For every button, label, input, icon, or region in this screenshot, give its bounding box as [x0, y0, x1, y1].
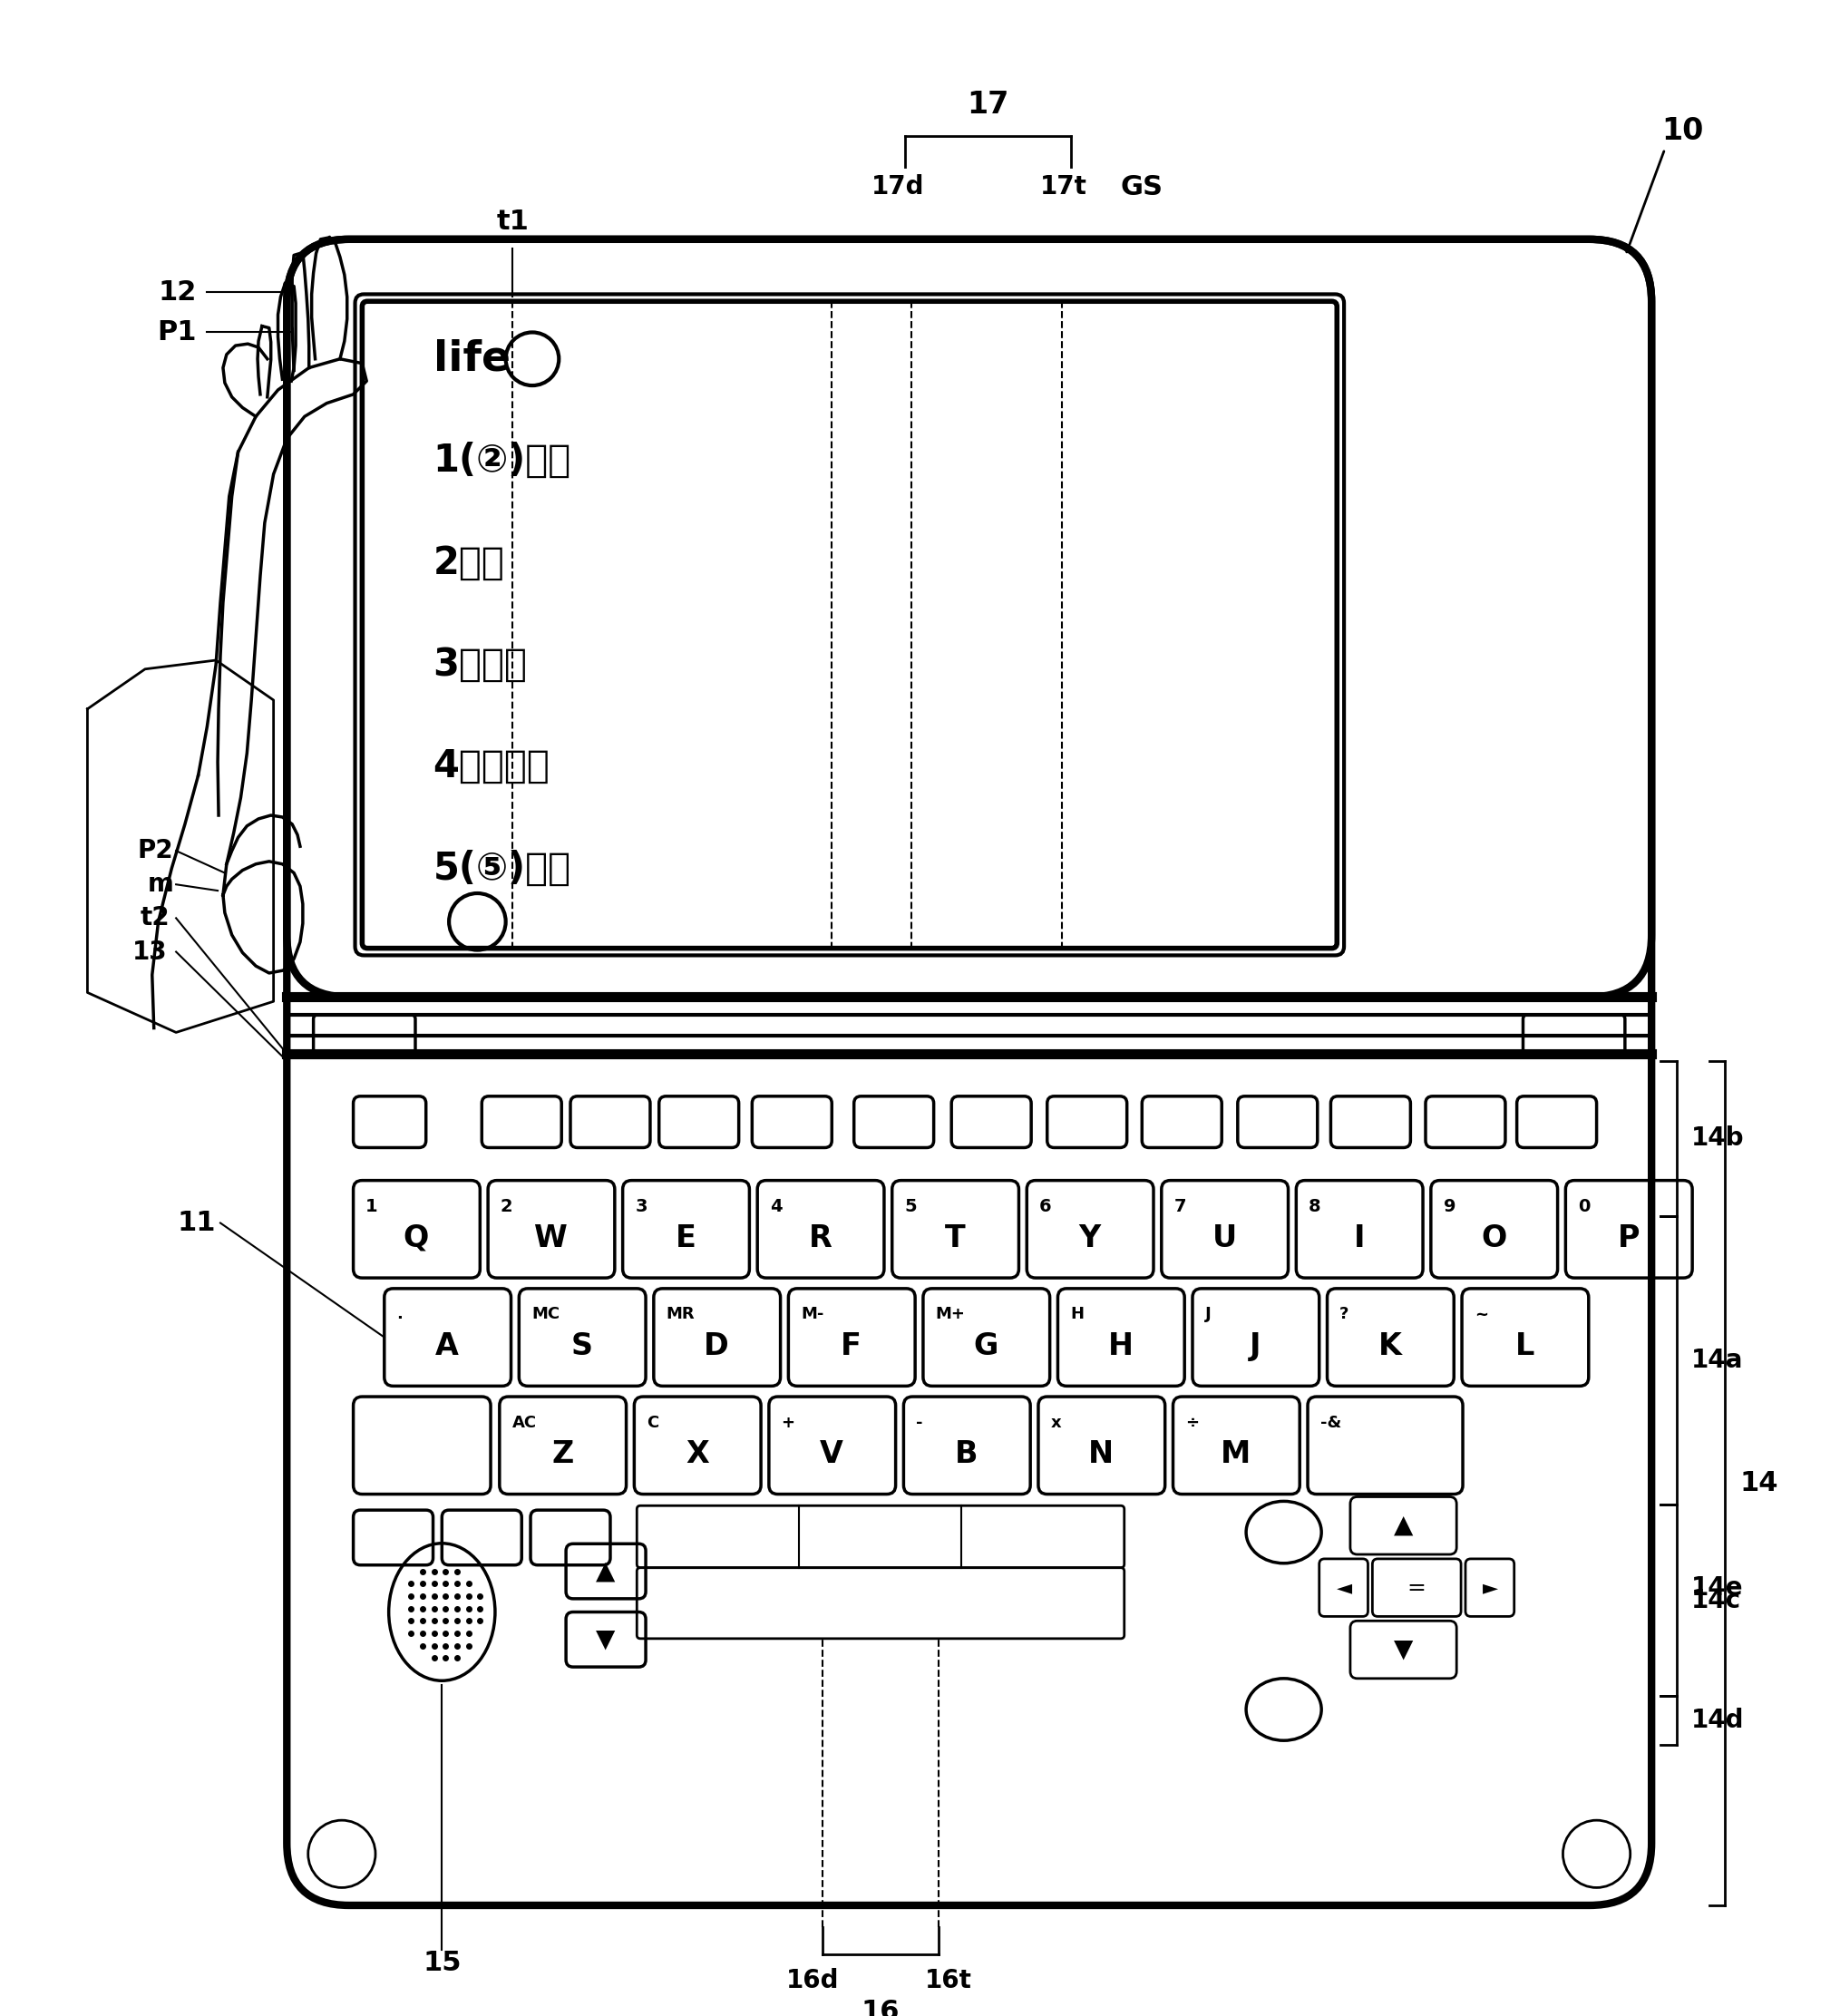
- Text: 14c: 14c: [1691, 1589, 1741, 1613]
- Text: 14b: 14b: [1691, 1125, 1744, 1151]
- Text: N: N: [1089, 1439, 1113, 1470]
- Text: 3: 3: [635, 1198, 648, 1216]
- Text: ▲: ▲: [596, 1558, 616, 1585]
- Text: D: D: [705, 1331, 729, 1361]
- Text: ▲: ▲: [1393, 1512, 1413, 1538]
- Text: 16: 16: [861, 1998, 900, 2016]
- Text: 17t: 17t: [1040, 173, 1087, 200]
- Text: R: R: [808, 1224, 832, 1254]
- Text: Z: Z: [552, 1439, 574, 1470]
- Text: Q: Q: [403, 1224, 429, 1254]
- Text: O: O: [1481, 1224, 1507, 1254]
- Text: 14d: 14d: [1691, 1708, 1744, 1734]
- Text: ▼: ▼: [596, 1627, 616, 1653]
- Text: V: V: [821, 1439, 843, 1470]
- Text: MR: MR: [666, 1306, 696, 1322]
- Text: H: H: [1071, 1306, 1084, 1322]
- Text: ~: ~: [1474, 1306, 1489, 1322]
- Text: 4: 4: [769, 1198, 782, 1216]
- Text: .: .: [397, 1306, 403, 1322]
- Text: W: W: [534, 1224, 567, 1254]
- Text: 1(②)生命: 1(②)生命: [432, 442, 570, 480]
- Text: ►: ►: [1483, 1579, 1498, 1597]
- Text: A: A: [436, 1331, 458, 1361]
- Text: 6: 6: [1040, 1198, 1051, 1216]
- Text: L: L: [1514, 1331, 1535, 1361]
- Text: 17: 17: [966, 89, 1008, 119]
- Text: 14: 14: [1741, 1470, 1779, 1496]
- Text: 14a: 14a: [1691, 1347, 1744, 1373]
- Text: E: E: [675, 1224, 696, 1254]
- Text: T: T: [944, 1224, 966, 1254]
- Text: M+: M+: [935, 1306, 966, 1322]
- Text: MC: MC: [532, 1306, 559, 1322]
- Text: +: +: [782, 1415, 795, 1431]
- Text: F: F: [841, 1331, 861, 1361]
- Text: t2: t2: [140, 905, 169, 931]
- Text: X: X: [686, 1439, 708, 1470]
- Text: life: life: [432, 339, 510, 379]
- Text: GS: GS: [1121, 173, 1163, 200]
- Text: 5: 5: [905, 1198, 916, 1216]
- Text: P1: P1: [156, 319, 197, 345]
- Text: S: S: [570, 1331, 592, 1361]
- Text: 16d: 16d: [786, 1968, 839, 1994]
- Text: 1: 1: [366, 1198, 377, 1216]
- Text: AC: AC: [512, 1415, 537, 1431]
- Text: I: I: [1354, 1224, 1365, 1254]
- Text: ÷: ÷: [1185, 1415, 1200, 1431]
- Text: 7: 7: [1174, 1198, 1187, 1216]
- Text: 11: 11: [177, 1210, 215, 1236]
- Text: 2人生: 2人生: [432, 544, 504, 583]
- Text: H: H: [1108, 1331, 1133, 1361]
- Text: 4耗用期間: 4耗用期間: [432, 748, 550, 786]
- Text: ◄: ◄: [1336, 1579, 1352, 1597]
- Text: ▼: ▼: [1393, 1637, 1413, 1661]
- Text: K: K: [1378, 1331, 1402, 1361]
- Text: 9: 9: [1443, 1198, 1455, 1216]
- Text: m: m: [147, 871, 173, 897]
- Text: M-: M-: [800, 1306, 824, 1322]
- Text: B: B: [955, 1439, 979, 1470]
- Text: -: -: [916, 1415, 924, 1431]
- Text: 12: 12: [158, 280, 197, 306]
- Text: ?: ?: [1340, 1306, 1349, 1322]
- Text: x: x: [1051, 1415, 1062, 1431]
- Text: U: U: [1213, 1224, 1236, 1254]
- Text: M: M: [1222, 1439, 1251, 1470]
- Text: t1: t1: [497, 208, 530, 234]
- Text: P2: P2: [138, 839, 173, 863]
- Text: G: G: [973, 1331, 999, 1361]
- Text: J: J: [1249, 1331, 1260, 1361]
- Text: C: C: [646, 1415, 659, 1431]
- Text: 8: 8: [1308, 1198, 1321, 1216]
- Text: =: =: [1408, 1577, 1426, 1599]
- Text: 5(⑤)生活: 5(⑤)生活: [432, 849, 570, 887]
- Text: 17d: 17d: [872, 173, 926, 200]
- Text: Y: Y: [1078, 1224, 1100, 1254]
- Text: J: J: [1205, 1306, 1211, 1322]
- FancyBboxPatch shape: [362, 300, 1338, 948]
- Text: 2: 2: [500, 1198, 513, 1216]
- Text: 14e: 14e: [1691, 1574, 1744, 1601]
- Text: 10: 10: [1662, 117, 1704, 145]
- Text: 15: 15: [423, 1949, 462, 1976]
- Text: 3一時期: 3一時期: [432, 645, 528, 683]
- Text: 13: 13: [132, 939, 167, 964]
- Text: 16t: 16t: [926, 1968, 972, 1994]
- Text: P: P: [1617, 1224, 1639, 1254]
- Text: 0: 0: [1579, 1198, 1590, 1216]
- Text: -&: -&: [1319, 1415, 1341, 1431]
